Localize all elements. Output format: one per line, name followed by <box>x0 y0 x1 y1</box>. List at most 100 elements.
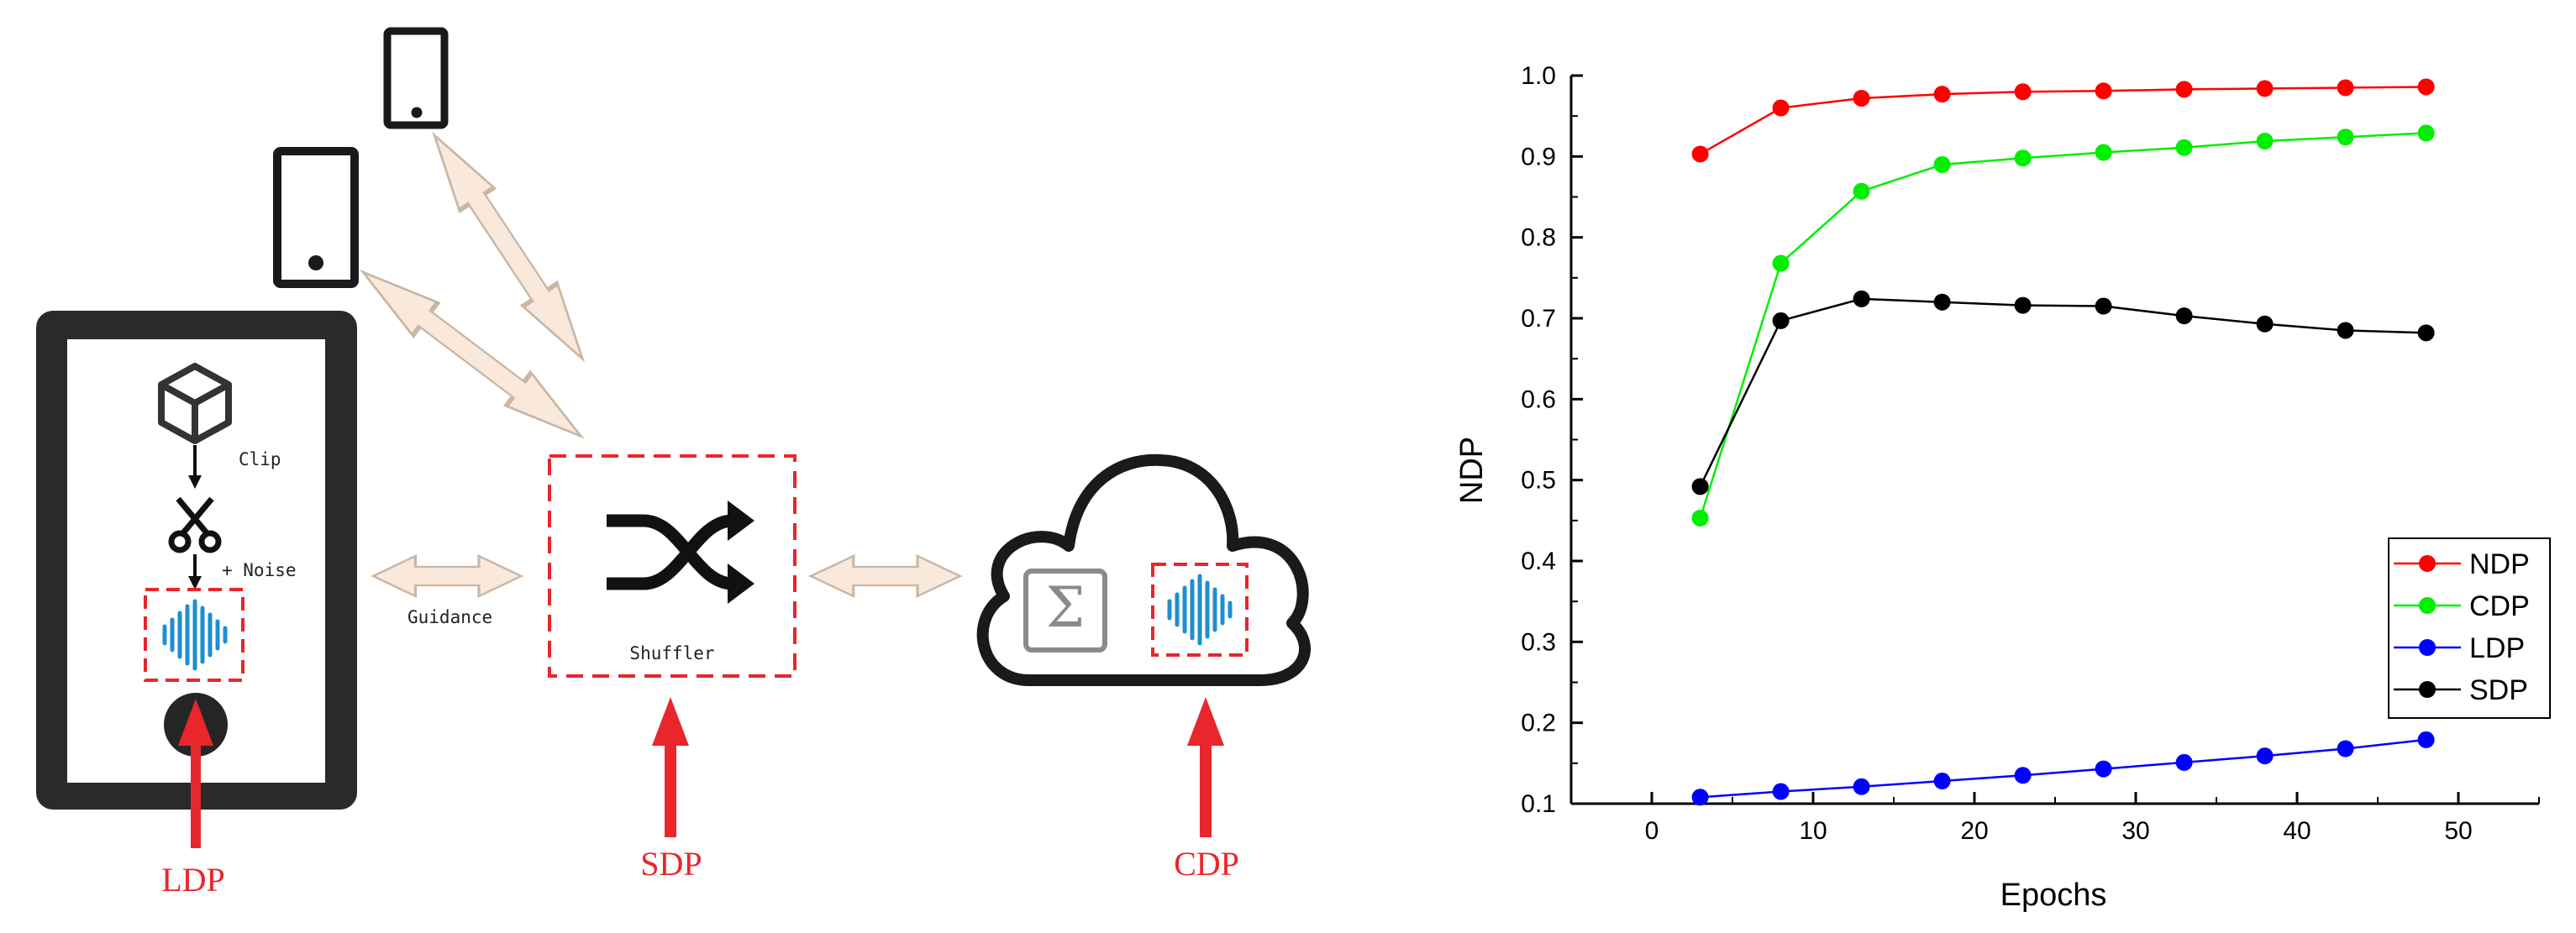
data-point <box>1933 773 1951 790</box>
x-axis-label: Epochs <box>2000 878 2107 913</box>
series-line <box>1700 738 2426 799</box>
chart-axes: 0 10 20 30 40 50 0.1 0.2 0.3 0.4 0.5 0.6 0.7 0.8 0.9 1.… <box>1521 62 2540 845</box>
legend-swatch-marker <box>2419 597 2436 614</box>
data-point <box>1691 145 1709 163</box>
data-point <box>2095 82 2112 100</box>
data-point <box>1691 478 1709 495</box>
y-tick-label: 0.3 <box>1521 628 1556 656</box>
x-tick-label: 30 <box>2121 817 2149 845</box>
ldp-label: LDP <box>161 861 225 899</box>
data-point <box>1853 778 1870 795</box>
data-point <box>2337 740 2354 757</box>
data-point <box>2014 149 2032 167</box>
shuffle-arrowheads-icon <box>728 501 754 604</box>
legend-label: SDP <box>2469 674 2528 706</box>
phone-medium-device <box>273 147 359 288</box>
data-point <box>2337 79 2354 97</box>
cdp-arrow-icon <box>1187 697 1224 837</box>
svg-text:Σ: Σ <box>1046 575 1086 640</box>
double-arrow-icon-cloud <box>809 554 962 598</box>
arrow-down-icon-2 <box>188 554 202 590</box>
series-line <box>1699 86 2426 155</box>
cube-icon <box>158 363 232 444</box>
data-point <box>2014 83 2032 101</box>
data-point <box>2175 307 2193 325</box>
data-point <box>2417 124 2435 142</box>
series-cdp <box>1691 124 2435 527</box>
y-tick-label: 0.5 <box>1521 467 1556 495</box>
series-ndp <box>1691 78 2435 163</box>
cdp-label: CDP <box>1174 845 1239 883</box>
data-point <box>2337 128 2354 146</box>
shuffle-icon <box>607 514 738 590</box>
series-line <box>1699 297 2426 487</box>
legend-label: CDP <box>2469 590 2530 622</box>
sdp-arrow-icon <box>652 697 689 837</box>
data-point <box>1853 290 1870 307</box>
legend-swatch-marker <box>2419 555 2436 572</box>
ldp-arrow-icon <box>178 699 213 848</box>
x-tick-label: 50 <box>2444 817 2472 845</box>
x-tick-label: 40 <box>2283 817 2311 845</box>
data-point <box>2014 296 2032 314</box>
data-point <box>1691 789 1709 806</box>
data-point <box>1691 509 1709 527</box>
series-ldp <box>1691 731 2435 806</box>
data-point <box>1772 312 1790 329</box>
chart: 0 10 20 30 40 50 0.1 0.2 0.3 0.4 0.5 0.6 0.7 0.8 0.9 1.… <box>1454 62 2551 913</box>
guidance-label: Guidance <box>407 607 492 627</box>
data-point <box>1772 783 1790 800</box>
data-point <box>1772 99 1790 117</box>
y-tick-label: 0.2 <box>1521 710 1556 737</box>
data-point <box>2095 760 2112 778</box>
data-point <box>2256 747 2274 765</box>
data-point <box>2175 753 2193 771</box>
data-point <box>2417 78 2435 96</box>
y-tick-label: 0.4 <box>1521 548 1556 575</box>
data-point <box>2417 324 2435 342</box>
data-point <box>1933 86 1951 103</box>
sdp-label: SDP <box>640 845 702 883</box>
shuffler-label: Shuffler <box>629 643 714 663</box>
data-point <box>1772 254 1790 272</box>
data-point <box>2256 133 2274 150</box>
series-sdp <box>1691 290 2435 495</box>
chart-legend: NDP CDP LDP SDP <box>2388 537 2551 719</box>
data-point <box>2095 144 2112 161</box>
legend-swatch-marker <box>2419 681 2436 698</box>
diagram: Clip + Noise <box>36 27 1311 899</box>
data-point <box>1853 89 1870 107</box>
y-tick-label: 0.7 <box>1521 305 1556 333</box>
y-tick-label: 0.6 <box>1521 385 1556 413</box>
noise-label: + Noise <box>222 560 297 580</box>
data-point <box>1853 182 1870 200</box>
cdp-dashed-box <box>1151 563 1249 657</box>
data-point <box>2095 297 2112 315</box>
data-point <box>2175 81 2193 98</box>
y-tick-label: 0.1 <box>1521 790 1556 818</box>
data-point <box>2014 767 2032 784</box>
series-line <box>1699 132 2426 519</box>
waveform-icon-cloud <box>1167 574 1233 646</box>
legend-box <box>2388 537 2551 719</box>
double-arrow-icon-tablet <box>371 554 523 598</box>
y-axis-label: NDP <box>1454 437 1490 504</box>
y-tick-label: 1.0 <box>1521 62 1556 90</box>
data-point <box>2337 322 2354 339</box>
data-point <box>2256 315 2274 333</box>
data-point <box>1933 293 1951 311</box>
y-tick-label: 0.8 <box>1521 224 1556 252</box>
shuffler-dashed-box <box>548 454 796 678</box>
scissors-icon <box>168 496 222 553</box>
y-tick-label: 0.9 <box>1521 143 1556 170</box>
waveform-icon <box>162 599 228 671</box>
legend-label: LDP <box>2469 632 2525 664</box>
arrow-down-icon <box>188 445 202 489</box>
data-point <box>2417 731 2435 748</box>
data-point <box>2256 80 2274 97</box>
x-tick-label: 20 <box>1960 817 1988 845</box>
data-point <box>1933 155 1951 173</box>
legend-swatch-marker <box>2419 639 2436 656</box>
data-point <box>2175 139 2193 156</box>
